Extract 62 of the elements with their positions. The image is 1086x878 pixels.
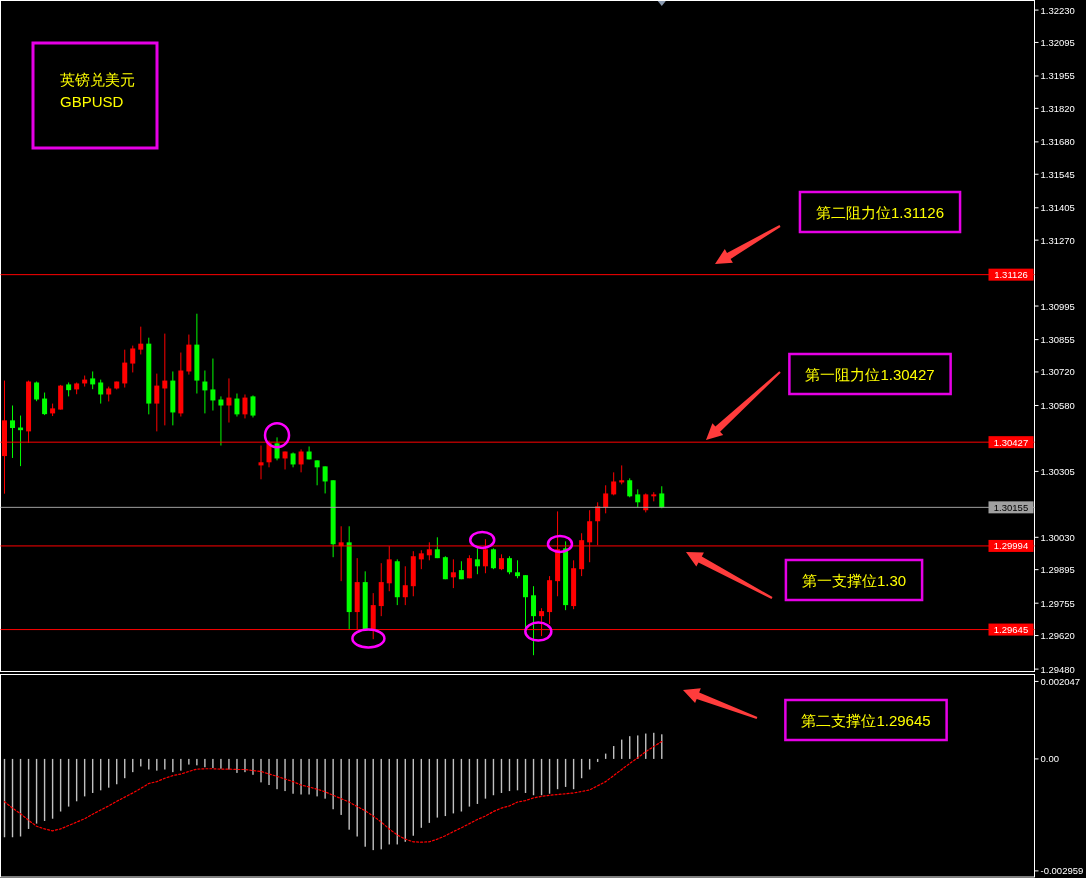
candlestick [250,394,256,418]
ref-line-label: 1.29994 [993,540,1029,552]
ref-line-label: 1.29645 [993,624,1029,636]
candlestick [258,445,264,480]
annotation: 第二阻力位1.31126 [815,203,945,221]
candlestick [98,379,104,405]
candlestick [130,345,136,373]
ref-line-label: 1.31126 [994,269,1028,281]
candlestick [210,358,216,412]
y-tick-label: 1.31820 [1040,102,1075,114]
text: GBPUSD [60,92,124,110]
candlestick [138,326,144,355]
y-tick-label: 1.31955 [1040,70,1075,82]
annotation: 第二支撑位1.29645 [801,711,931,729]
y-tick-label: 0.002047 [1040,675,1081,687]
candlestick [154,373,160,432]
y-tick-label: 1.30995 [1040,300,1075,312]
candlestick [418,549,424,570]
candlestick [627,477,633,498]
y-tick-label: 1.30305 [1040,465,1075,477]
candlestick [378,562,384,617]
candlestick [234,393,240,418]
y-tick-label: 1.29895 [1040,564,1075,576]
y-tick-label: 1.32230 [1040,4,1075,16]
candlestick [611,471,617,496]
candlestick [42,392,48,416]
candlestick [322,465,328,494]
annotation: 第一支撑位1.30 [801,571,907,589]
y-tick-label: 1.30580 [1040,400,1075,411]
line-series [3,740,663,843]
y-tick-label: 0.00 [1040,753,1059,765]
y-tick-label: 1.30720 [1040,366,1075,378]
candlestick [619,464,625,485]
candlestick [603,484,609,514]
y-tick-label: 1.31405 [1040,202,1075,214]
annotation: 第一阻力位1.30427 [805,365,935,383]
candlestick [450,558,456,589]
y-tick-label: 1.31270 [1040,234,1075,246]
candlestick [122,349,128,389]
ref-line-label: 1.30155 [993,501,1029,513]
y-tick-label: 1.30030 [1040,531,1075,543]
candlestick [531,585,537,656]
y-tick-label: 1.31680 [1040,136,1075,148]
y-tick-label: 1.29480 [1040,663,1075,675]
y-tick-label: -0.002959 [1040,865,1084,877]
candlestick [643,492,649,513]
y-tick-label: 1.29755 [1040,597,1075,609]
candlestick [314,459,320,486]
candlestick [298,448,304,473]
y-tick-label: 1.31545 [1040,168,1075,180]
ref-line-label: 1.30427 [993,436,1029,448]
candlestick [242,393,248,419]
candlestick [402,565,408,606]
y-tick-label: 1.32095 [1040,36,1075,48]
candlestick [490,547,496,570]
y-tick-label: 1.30855 [1040,334,1075,346]
candlestick [474,547,480,575]
candlestick [58,384,64,411]
text: 英镑兑美元 [60,70,135,88]
y-tick-label: 1.29620 [1040,630,1075,642]
candlestick [10,405,16,459]
candlestick [202,370,208,414]
